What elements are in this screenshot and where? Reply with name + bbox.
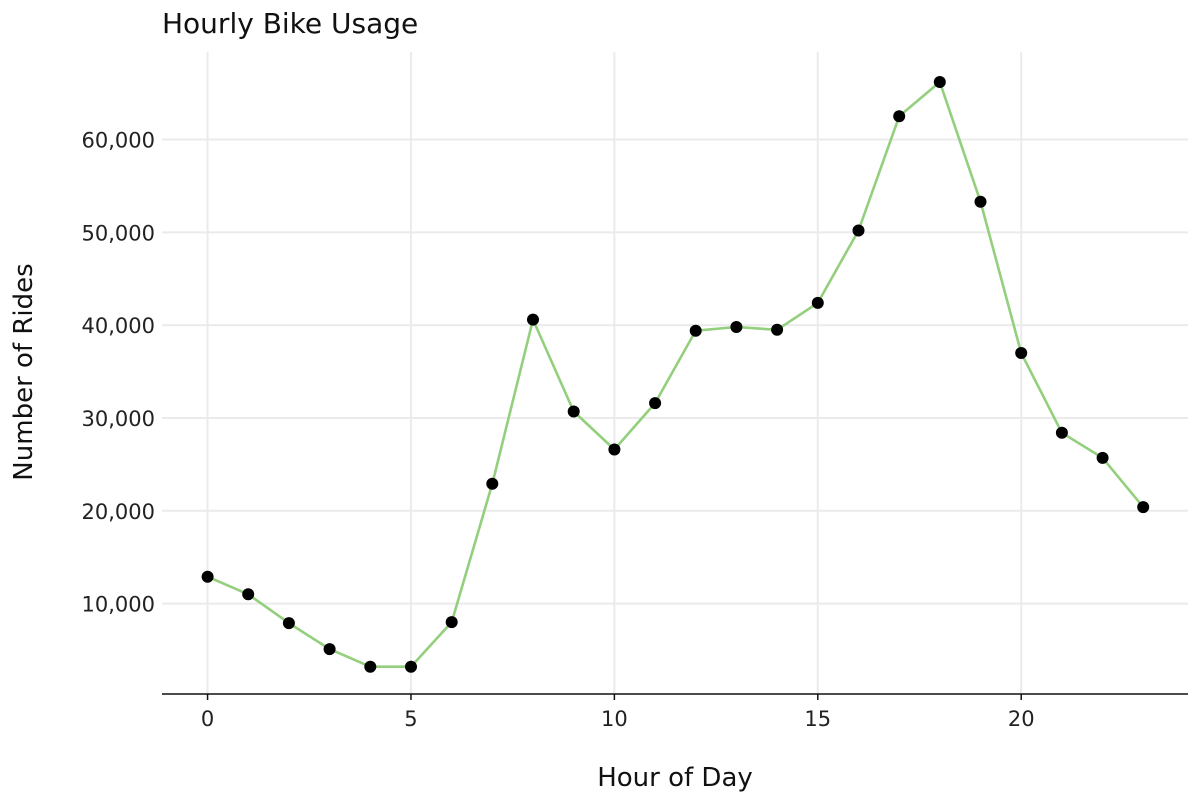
data-point [689, 324, 702, 337]
data-point [730, 321, 743, 333]
y-tick-label: 40,000 [82, 314, 155, 338]
data-point [1096, 451, 1109, 464]
x-tick-label: 20 [1008, 707, 1035, 731]
y-axis-title: Number of Rides [9, 263, 39, 480]
x-axis-ticks: 0 5 10 15 20 [201, 694, 1035, 731]
data-point [608, 443, 621, 456]
data-point [933, 76, 946, 88]
y-tick-label: 60,000 [82, 129, 155, 153]
data-point [852, 224, 865, 237]
data-point [242, 588, 255, 601]
data-point [811, 296, 824, 309]
data-point [486, 477, 499, 490]
y-axis-ticks: 10,000 20,000 30,000 40,000 50,000 60,000 [82, 129, 155, 617]
data-point [405, 660, 417, 673]
x-axis-title: Hour of Day [597, 763, 753, 793]
grid [162, 52, 1188, 694]
y-tick-label: 50,000 [82, 221, 155, 245]
series-layer [201, 76, 1150, 673]
data-point [201, 570, 214, 583]
x-tick-label: 15 [804, 707, 831, 731]
data-point [1015, 347, 1028, 359]
data-point [1055, 426, 1068, 439]
chart-title: Hourly Bike Usage [162, 7, 418, 40]
data-point [649, 397, 662, 410]
x-tick-label: 10 [601, 707, 628, 731]
y-tick-label: 30,000 [82, 407, 155, 431]
data-point [1137, 501, 1150, 514]
data-point [527, 313, 539, 326]
x-tick-label: 5 [404, 707, 417, 731]
data-point [323, 643, 336, 656]
data-point [974, 195, 987, 208]
x-tick-label: 0 [201, 707, 214, 731]
data-point [445, 616, 458, 629]
y-tick-label: 20,000 [82, 500, 155, 524]
data-point [364, 660, 377, 673]
series-line [206, 80, 1145, 668]
data-point [282, 617, 295, 630]
data-point [893, 110, 906, 123]
data-point [567, 405, 580, 418]
y-tick-label: 10,000 [82, 593, 155, 617]
data-point [771, 323, 784, 336]
